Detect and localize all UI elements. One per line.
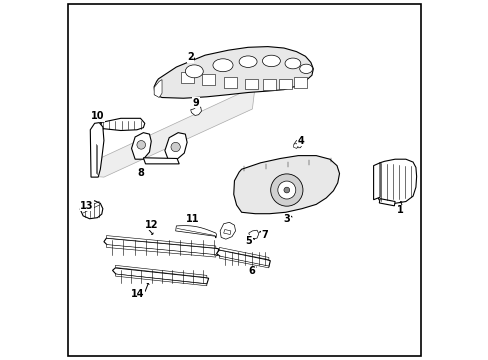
Ellipse shape <box>239 56 257 67</box>
Text: 3: 3 <box>283 215 290 224</box>
Polygon shape <box>90 123 104 177</box>
Text: 11: 11 <box>186 215 200 224</box>
Polygon shape <box>106 244 215 257</box>
Text: 9: 9 <box>192 98 199 108</box>
Polygon shape <box>112 268 208 284</box>
Text: 8: 8 <box>137 168 143 178</box>
Polygon shape <box>219 256 268 268</box>
Polygon shape <box>143 158 179 164</box>
Polygon shape <box>106 235 215 248</box>
Circle shape <box>137 140 145 149</box>
Circle shape <box>284 187 289 193</box>
Polygon shape <box>263 79 276 90</box>
Polygon shape <box>376 159 416 203</box>
Polygon shape <box>223 77 236 88</box>
Text: 10: 10 <box>91 111 104 121</box>
Text: 13: 13 <box>80 201 94 211</box>
Text: 14: 14 <box>130 289 144 299</box>
Ellipse shape <box>185 65 203 78</box>
Ellipse shape <box>299 64 312 73</box>
Polygon shape <box>202 74 215 85</box>
Text: 7: 7 <box>261 230 268 239</box>
Polygon shape <box>104 238 218 255</box>
Polygon shape <box>94 90 254 177</box>
Polygon shape <box>98 123 102 134</box>
Polygon shape <box>154 80 162 98</box>
Text: 5: 5 <box>245 236 252 246</box>
Polygon shape <box>219 247 268 260</box>
Polygon shape <box>164 133 187 160</box>
Polygon shape <box>190 107 201 116</box>
Polygon shape <box>97 131 100 140</box>
Polygon shape <box>115 265 206 278</box>
Polygon shape <box>293 77 306 88</box>
Ellipse shape <box>285 58 300 69</box>
Circle shape <box>277 181 295 199</box>
Polygon shape <box>233 156 339 214</box>
Polygon shape <box>373 163 379 200</box>
Polygon shape <box>115 274 206 286</box>
Polygon shape <box>220 222 235 239</box>
Text: 1: 1 <box>397 206 403 216</box>
Text: 4: 4 <box>297 136 304 145</box>
Circle shape <box>171 142 180 152</box>
Polygon shape <box>180 72 193 83</box>
Polygon shape <box>216 250 270 267</box>
Polygon shape <box>97 118 144 131</box>
Ellipse shape <box>212 59 233 72</box>
Text: 2: 2 <box>187 52 193 62</box>
Text: 6: 6 <box>248 266 255 276</box>
Polygon shape <box>154 46 313 98</box>
Polygon shape <box>223 229 230 234</box>
Polygon shape <box>175 226 216 238</box>
Polygon shape <box>248 230 258 239</box>
Polygon shape <box>80 201 102 219</box>
Ellipse shape <box>262 55 280 67</box>
Polygon shape <box>293 140 302 148</box>
Polygon shape <box>279 78 292 89</box>
Polygon shape <box>293 143 298 148</box>
Circle shape <box>270 174 303 206</box>
Polygon shape <box>244 78 258 89</box>
Polygon shape <box>131 133 151 159</box>
Text: 12: 12 <box>144 220 158 230</box>
Polygon shape <box>379 199 394 206</box>
